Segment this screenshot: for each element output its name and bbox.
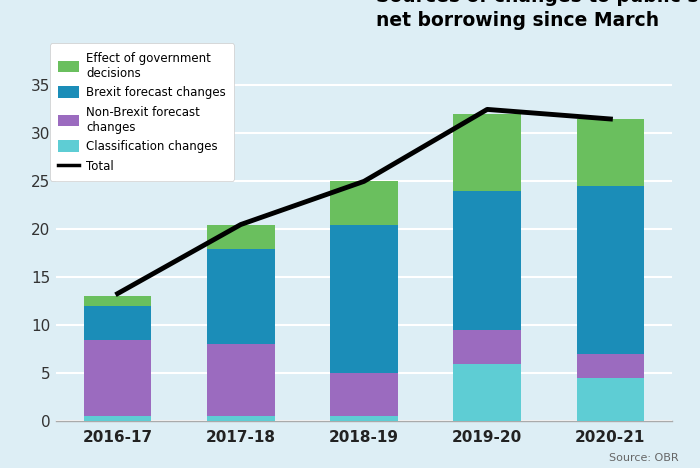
Bar (577, 119, 644, 186)
Bar (84, 306, 151, 340)
Bar (330, 225, 398, 373)
Bar (207, 344, 274, 417)
Bar (84, 417, 151, 421)
Bar (454, 114, 521, 191)
Bar (454, 330, 521, 364)
Bar (84, 340, 151, 417)
Bar (454, 364, 521, 421)
Text: Source: OBR: Source: OBR (610, 453, 679, 463)
Bar (330, 373, 398, 417)
Bar (330, 181, 398, 225)
Bar (577, 378, 644, 421)
Bar (207, 417, 274, 421)
Text: Sources of changes to public sector
net borrowing since March: Sources of changes to public sector net … (377, 0, 700, 30)
Bar (84, 297, 151, 306)
Bar (577, 354, 644, 378)
Bar (330, 417, 398, 421)
Bar (454, 191, 521, 330)
Bar (577, 186, 644, 354)
Bar (207, 249, 274, 344)
Bar (207, 225, 274, 249)
Legend: Effect of government
decisions, Brexit forecast changes, Non-Brexit forecast
cha: Effect of government decisions, Brexit f… (50, 44, 234, 181)
